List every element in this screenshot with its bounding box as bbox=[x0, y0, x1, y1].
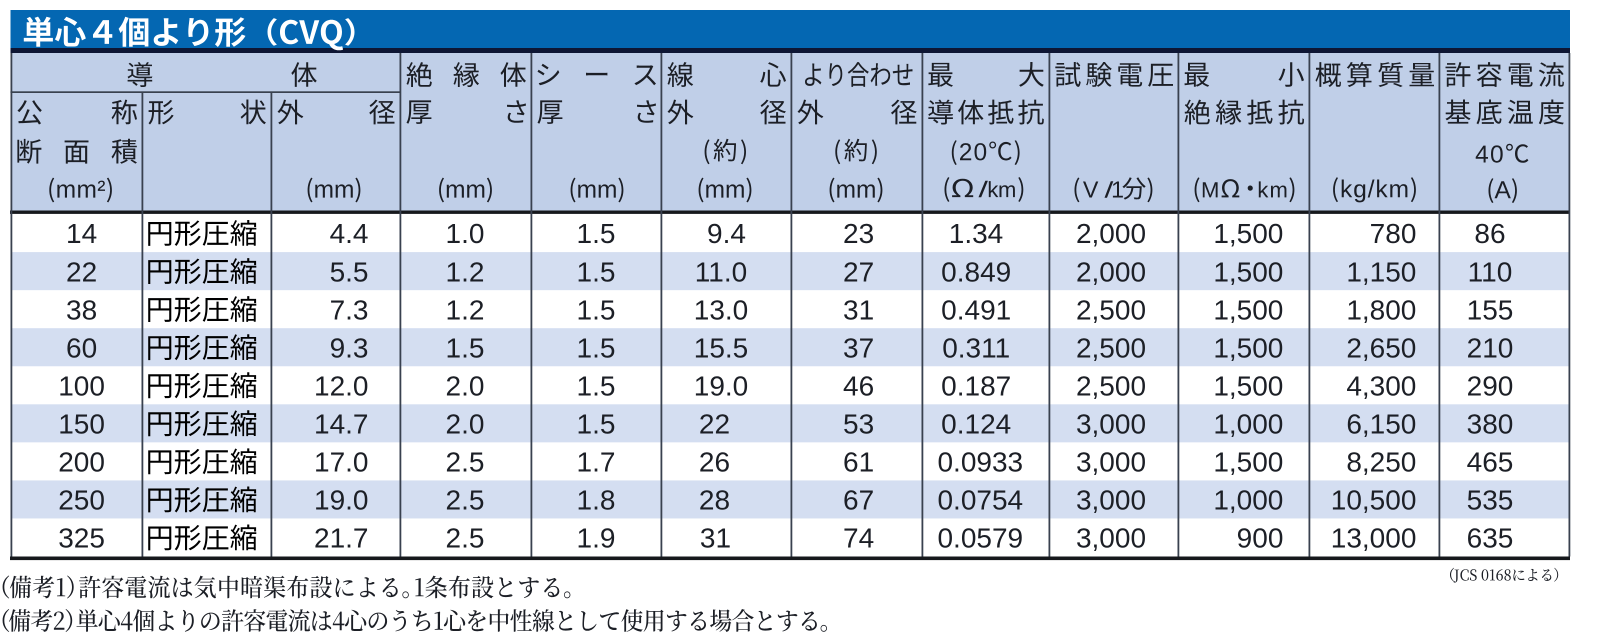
svg-text:0.187: 0.187 bbox=[941, 371, 1011, 402]
svg-text:1,000: 1,000 bbox=[1213, 409, 1283, 440]
svg-text:37: 37 bbox=[843, 332, 874, 363]
svg-text:1.9: 1.9 bbox=[577, 523, 616, 554]
svg-text:325: 325 bbox=[58, 523, 105, 554]
svg-text:1,000: 1,000 bbox=[1213, 485, 1283, 516]
svg-text:1.0: 1.0 bbox=[446, 218, 485, 249]
svg-text:1.5: 1.5 bbox=[577, 409, 616, 440]
svg-text:12.0: 12.0 bbox=[314, 371, 369, 402]
svg-text:200: 200 bbox=[58, 447, 105, 478]
svg-text:0.124: 0.124 bbox=[941, 409, 1011, 440]
svg-text:67: 67 bbox=[843, 485, 874, 516]
svg-text:0.311: 0.311 bbox=[942, 332, 1010, 363]
svg-text:38: 38 bbox=[66, 294, 97, 325]
svg-text:155: 155 bbox=[1467, 294, 1514, 325]
svg-text:2,000: 2,000 bbox=[1076, 256, 1146, 287]
svg-text:2.0: 2.0 bbox=[446, 371, 485, 402]
svg-text:9.3: 9.3 bbox=[330, 332, 369, 363]
svg-text:1,500: 1,500 bbox=[1213, 294, 1283, 325]
svg-text:1,500: 1,500 bbox=[1213, 371, 1283, 402]
svg-text:1,150: 1,150 bbox=[1346, 256, 1416, 287]
svg-text:11.0: 11.0 bbox=[695, 256, 747, 287]
svg-text:100: 100 bbox=[58, 371, 105, 402]
svg-text:13.0: 13.0 bbox=[694, 294, 749, 325]
svg-text:1.34: 1.34 bbox=[949, 218, 1004, 249]
svg-text:23: 23 bbox=[843, 218, 874, 249]
svg-text:9.4: 9.4 bbox=[707, 218, 746, 249]
svg-text:1,500: 1,500 bbox=[1213, 447, 1283, 478]
svg-text:53: 53 bbox=[843, 409, 874, 440]
svg-text:2,000: 2,000 bbox=[1076, 218, 1146, 249]
svg-text:22: 22 bbox=[699, 409, 730, 440]
svg-text:4,300: 4,300 bbox=[1346, 371, 1416, 402]
svg-text:19.0: 19.0 bbox=[694, 371, 749, 402]
svg-text:0.0579: 0.0579 bbox=[937, 523, 1023, 554]
svg-text:19.0: 19.0 bbox=[314, 485, 369, 516]
svg-text:1,500: 1,500 bbox=[1213, 256, 1283, 287]
svg-text:15.5: 15.5 bbox=[694, 332, 749, 363]
svg-text:250: 250 bbox=[58, 485, 105, 516]
svg-text:0.491: 0.491 bbox=[941, 294, 1011, 325]
svg-text:1.2: 1.2 bbox=[446, 294, 485, 325]
svg-text:1.5: 1.5 bbox=[577, 294, 616, 325]
svg-text:7.3: 7.3 bbox=[330, 294, 369, 325]
svg-text:2.0: 2.0 bbox=[446, 409, 485, 440]
svg-text:535: 535 bbox=[1467, 485, 1514, 516]
svg-text:1,800: 1,800 bbox=[1346, 294, 1416, 325]
svg-text:17.0: 17.0 bbox=[314, 447, 369, 478]
svg-text:465: 465 bbox=[1467, 447, 1514, 478]
svg-text:380: 380 bbox=[1467, 409, 1514, 440]
svg-text:0.0933: 0.0933 bbox=[937, 447, 1023, 478]
svg-text:110: 110 bbox=[1468, 256, 1513, 287]
svg-text:6,150: 6,150 bbox=[1346, 409, 1416, 440]
svg-text:2.5: 2.5 bbox=[446, 485, 485, 516]
svg-text:2,500: 2,500 bbox=[1076, 294, 1146, 325]
svg-text:5.5: 5.5 bbox=[330, 256, 369, 287]
svg-text:2.5: 2.5 bbox=[446, 447, 485, 478]
svg-text:14: 14 bbox=[66, 218, 97, 249]
svg-text:26: 26 bbox=[699, 447, 730, 478]
svg-text:3,000: 3,000 bbox=[1076, 409, 1146, 440]
svg-text:1,500: 1,500 bbox=[1213, 332, 1283, 363]
svg-text:1.7: 1.7 bbox=[577, 447, 616, 478]
svg-text:31: 31 bbox=[843, 294, 874, 325]
svg-text:1,500: 1,500 bbox=[1213, 218, 1283, 249]
svg-text:780: 780 bbox=[1370, 218, 1417, 249]
svg-text:1.5: 1.5 bbox=[577, 371, 616, 402]
svg-text:21.7: 21.7 bbox=[314, 523, 369, 554]
svg-text:27: 27 bbox=[843, 256, 874, 287]
svg-text:1.5: 1.5 bbox=[577, 332, 616, 363]
svg-text:1.2: 1.2 bbox=[446, 256, 485, 287]
svg-text:60: 60 bbox=[66, 332, 97, 363]
svg-text:86: 86 bbox=[1474, 218, 1505, 249]
svg-text:900: 900 bbox=[1237, 523, 1284, 554]
svg-text:22: 22 bbox=[66, 256, 97, 287]
svg-text:28: 28 bbox=[699, 485, 730, 516]
svg-text:3,000: 3,000 bbox=[1076, 485, 1146, 516]
svg-text:635: 635 bbox=[1467, 523, 1514, 554]
svg-text:1.8: 1.8 bbox=[577, 485, 616, 516]
svg-text:74: 74 bbox=[843, 523, 874, 554]
svg-text:2,500: 2,500 bbox=[1076, 332, 1146, 363]
svg-text:14.7: 14.7 bbox=[314, 409, 369, 440]
svg-text:3,000: 3,000 bbox=[1076, 447, 1146, 478]
svg-text:2.5: 2.5 bbox=[446, 523, 485, 554]
svg-text:8,250: 8,250 bbox=[1346, 447, 1416, 478]
svg-text:1.5: 1.5 bbox=[577, 218, 616, 249]
svg-text:46: 46 bbox=[843, 371, 874, 402]
svg-text:10,500: 10,500 bbox=[1331, 485, 1417, 516]
svg-text:3,000: 3,000 bbox=[1076, 523, 1146, 554]
svg-text:0.849: 0.849 bbox=[941, 256, 1011, 287]
svg-text:150: 150 bbox=[58, 409, 105, 440]
svg-text:61: 61 bbox=[843, 447, 874, 478]
svg-text:1.5: 1.5 bbox=[577, 256, 616, 287]
svg-text:1.5: 1.5 bbox=[446, 332, 485, 363]
svg-text:210: 210 bbox=[1467, 332, 1514, 363]
svg-text:2,500: 2,500 bbox=[1076, 371, 1146, 402]
svg-text:2,650: 2,650 bbox=[1346, 332, 1416, 363]
svg-text:4.4: 4.4 bbox=[330, 218, 369, 249]
svg-text:0.0754: 0.0754 bbox=[937, 485, 1023, 516]
svg-text:13,000: 13,000 bbox=[1331, 523, 1417, 554]
svg-text:31: 31 bbox=[700, 523, 731, 554]
svg-text:290: 290 bbox=[1467, 371, 1514, 402]
